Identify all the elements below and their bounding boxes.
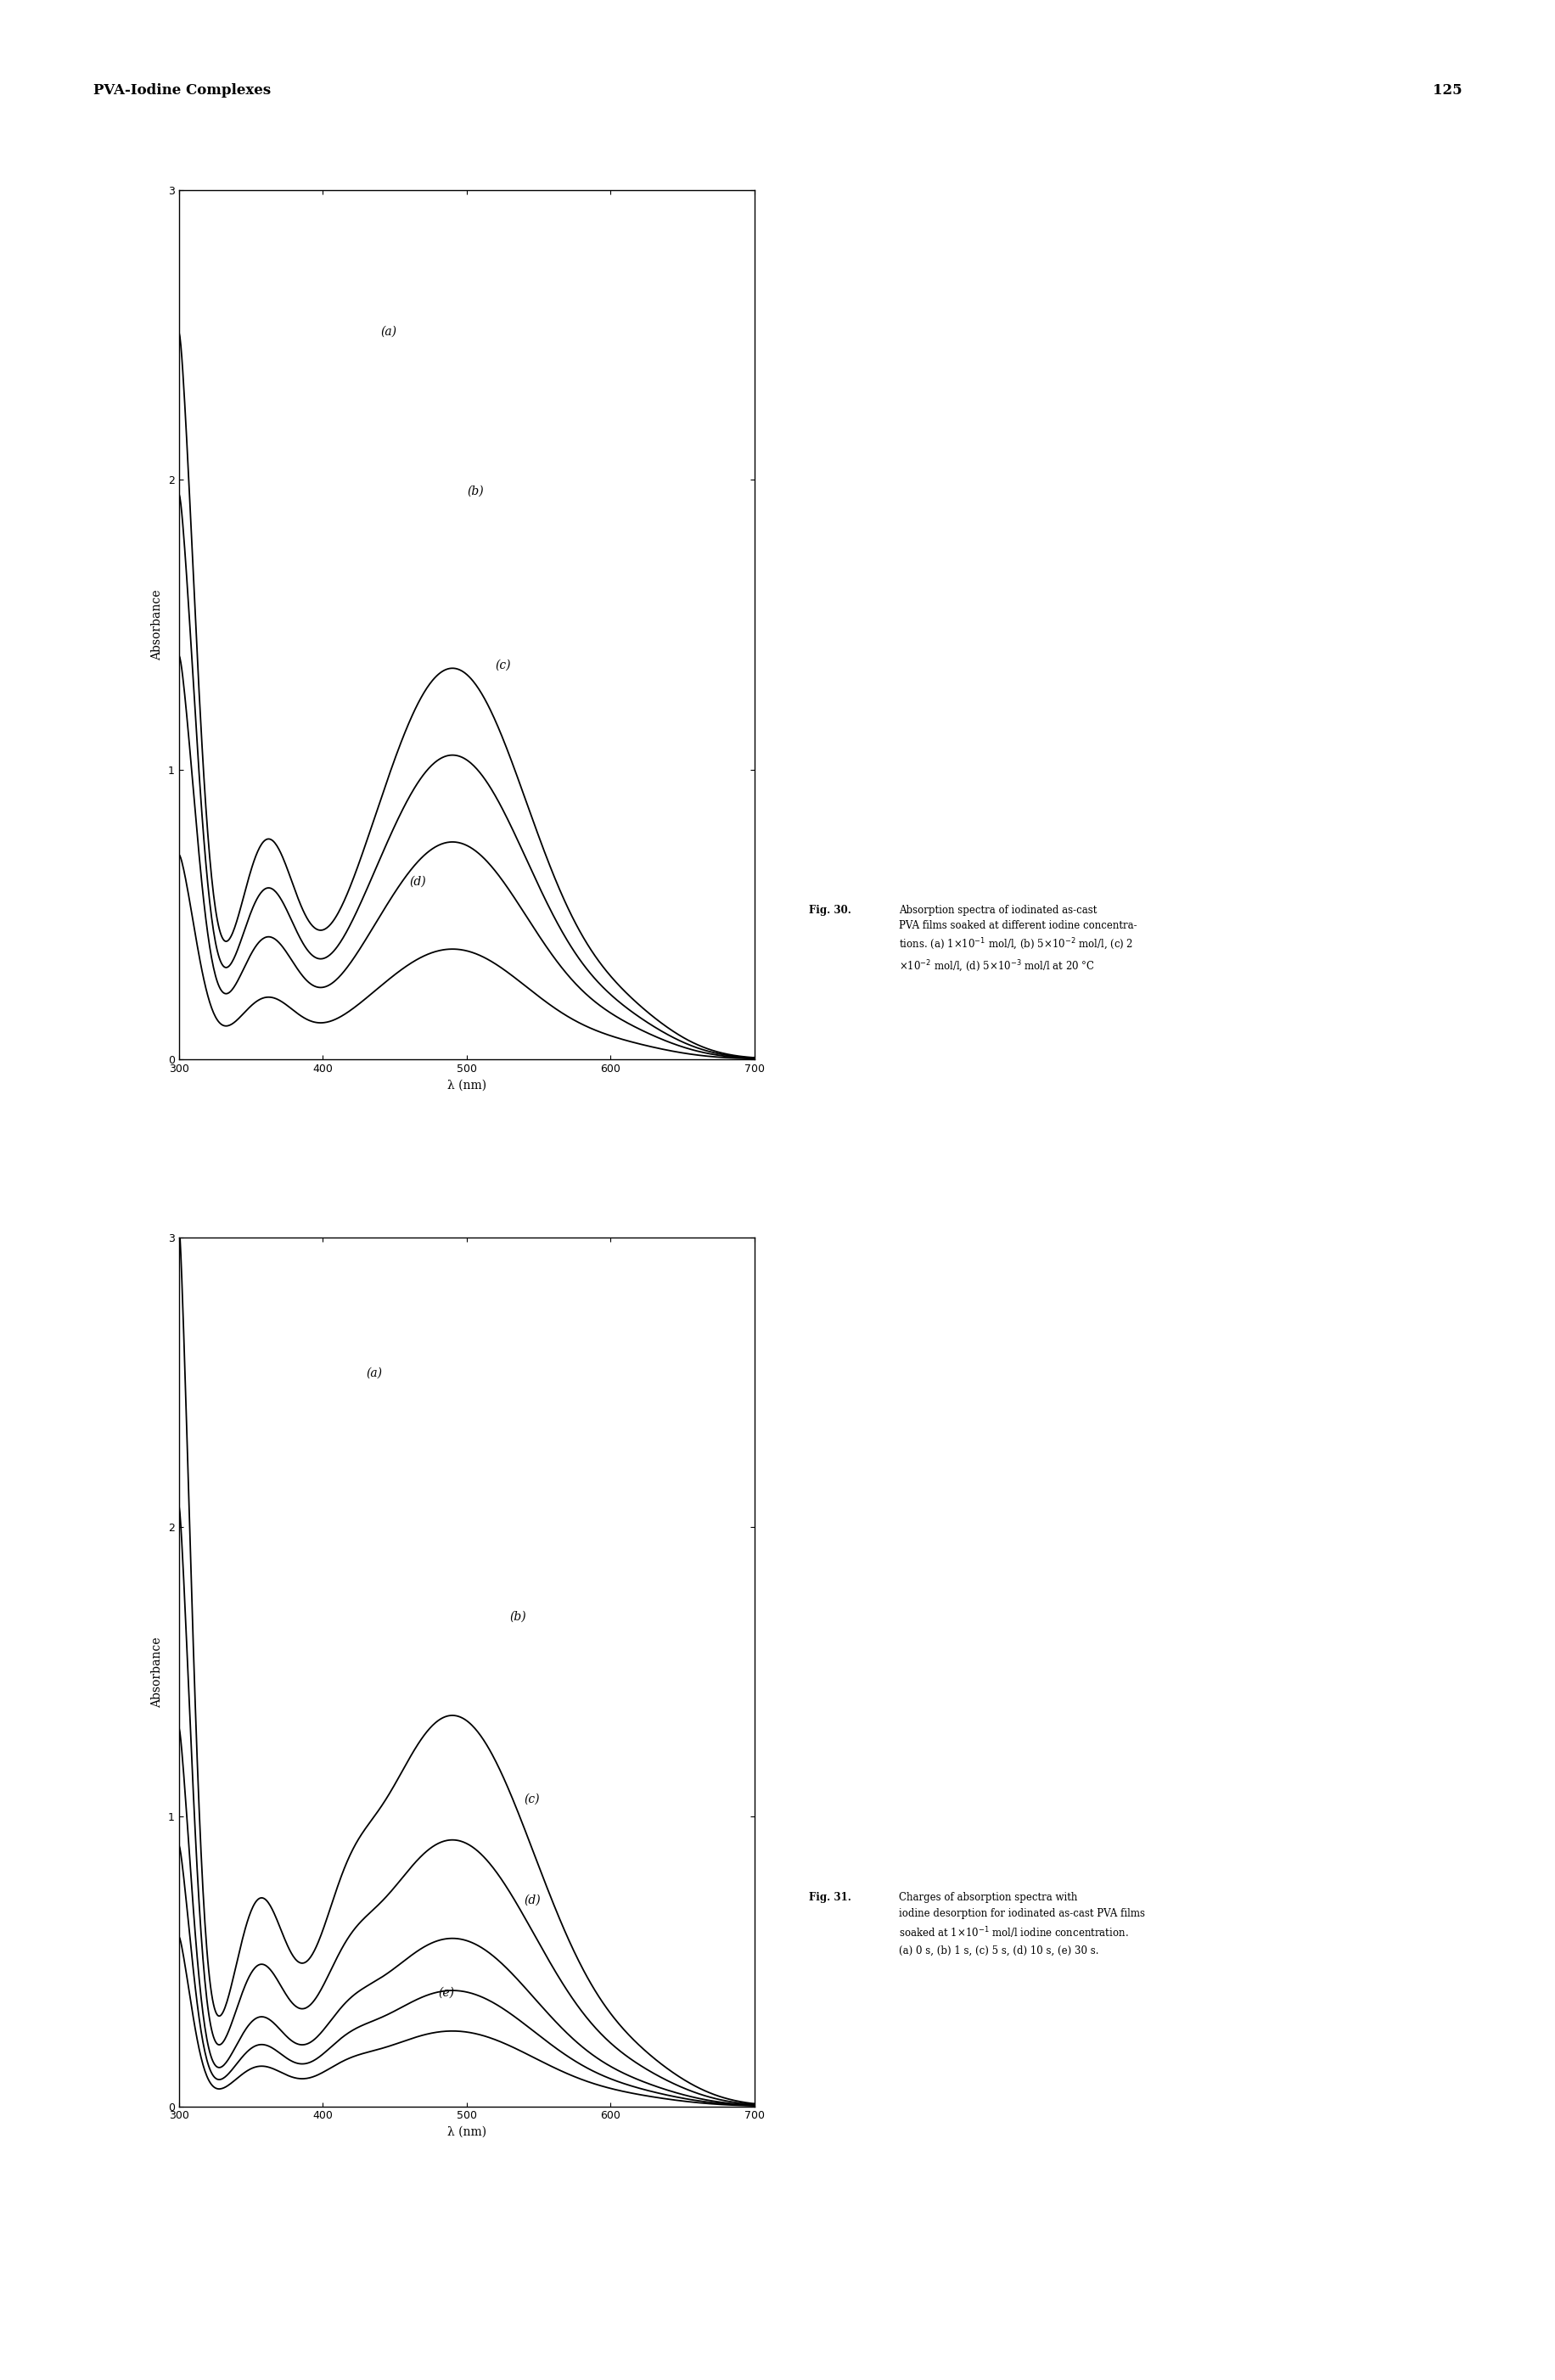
Y-axis label: Absorbance: Absorbance <box>151 1637 163 1706</box>
Text: Fig. 31.: Fig. 31. <box>809 1892 851 1904</box>
Text: 125: 125 <box>1432 83 1462 98</box>
Text: (c): (c) <box>496 659 512 671</box>
Text: (e): (e) <box>439 1987 454 1999</box>
Text: (d): (d) <box>409 876 426 888</box>
Text: Absorption spectra of iodinated as-cast
PVA films soaked at different iodine con: Absorption spectra of iodinated as-cast … <box>899 904 1137 973</box>
Text: (b): (b) <box>467 486 484 497</box>
Y-axis label: Absorbance: Absorbance <box>151 590 163 659</box>
Text: (a): (a) <box>381 326 397 338</box>
X-axis label: λ (nm): λ (nm) <box>446 1078 487 1090</box>
Text: Charges of absorption spectra with
iodine desorption for iodinated as-cast PVA f: Charges of absorption spectra with iodin… <box>899 1892 1144 1956</box>
Text: (a): (a) <box>365 1366 383 1378</box>
Text: Fig. 30.: Fig. 30. <box>809 904 851 916</box>
Text: (d): (d) <box>524 1894 541 1906</box>
X-axis label: λ (nm): λ (nm) <box>446 2125 487 2137</box>
Text: (c): (c) <box>524 1792 540 1804</box>
Text: PVA-Iodine Complexes: PVA-Iodine Complexes <box>93 83 271 98</box>
Text: (b): (b) <box>510 1611 526 1623</box>
